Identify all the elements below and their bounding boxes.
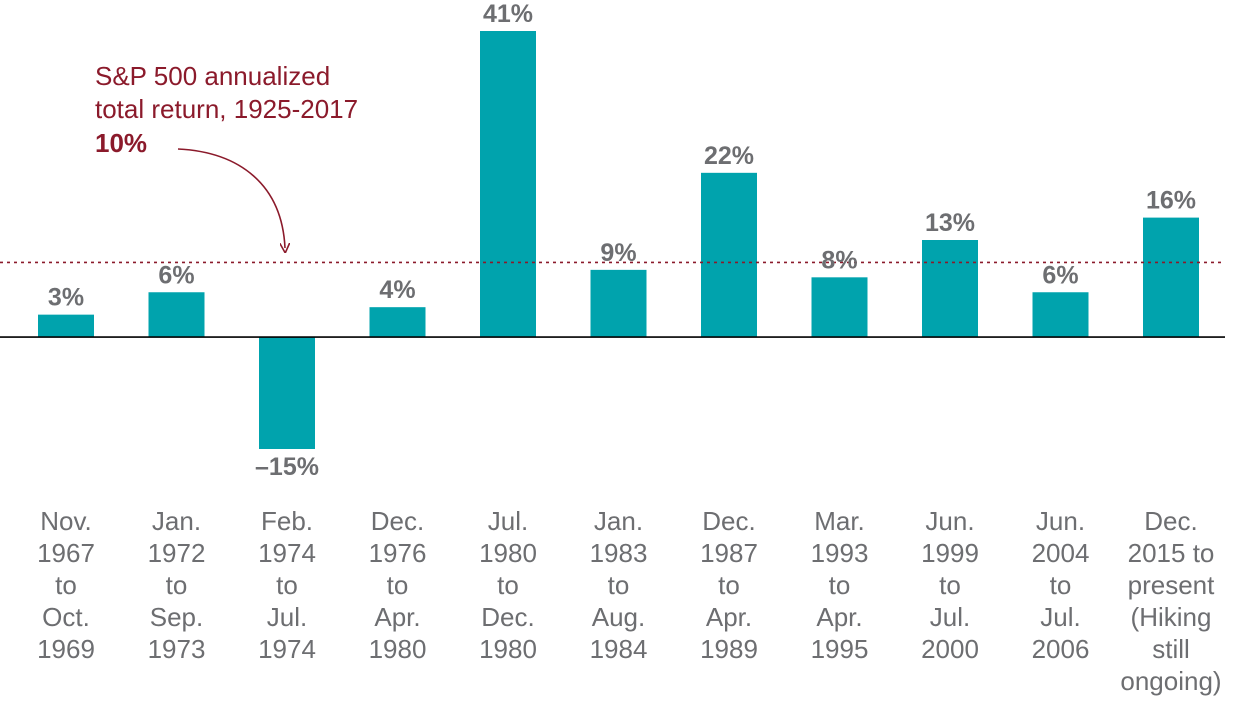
bar-value-label: 16% [1146,187,1196,215]
category-label-line: Oct. [42,602,90,632]
bar-value-label: 41% [483,0,533,28]
category-label-line: 1999 [921,538,979,568]
category-label-line: to [166,570,188,600]
category-label-line: 2004 [1032,538,1090,568]
bars-group [38,31,1199,449]
bar [1143,217,1199,338]
category-label-line: Apr. [374,602,420,632]
reference-label-line-2: total return, 1925-2017 [95,94,358,124]
bar-value-label: 6% [1042,261,1078,289]
bar [259,337,315,449]
category-label-line: Jul. [267,602,307,632]
reference-annotation: S&P 500 annualized total return, 1925-20… [95,61,358,248]
category-label-line: 2006 [1032,634,1090,664]
category-label-line: to [829,570,851,600]
category-label-line: Jun. [1036,506,1085,536]
bar-value-label: 6% [158,261,194,289]
category-label-line: 1983 [590,538,648,568]
category-label-line: 1980 [369,634,427,664]
category-label-line: to [718,570,740,600]
category-label-line: Jun. [925,506,974,536]
category-label-line: Feb. [261,506,313,536]
bar [922,240,978,338]
bar [148,292,205,338]
category-label-line: 1967 [37,538,95,568]
category-label-line: 1989 [700,634,758,664]
category-label-line: Dec. [1144,506,1197,536]
category-label-line: to [1050,570,1072,600]
category-label-line: present [1128,570,1215,600]
bar [369,307,426,338]
category-label-line: 1974 [258,634,316,664]
category-label-line: 1980 [479,634,537,664]
bar-value-label: 13% [925,209,975,237]
bar-value-label: 4% [379,276,415,304]
category-label-line: Apr. [816,602,862,632]
bar-value-label: 22% [704,142,754,170]
category-label-line: Aug. [592,602,646,632]
bar-value-label: –15% [255,453,319,481]
bar [811,277,868,338]
category-label-line: 2000 [921,634,979,664]
bar-value-label: 9% [600,239,636,267]
annotation-arrow [177,148,285,248]
category-label-line: 1980 [479,538,537,568]
category-label-line: still [1152,634,1190,664]
bar [701,172,757,338]
reference-label-line-1: S&P 500 annualized [95,61,330,91]
bar-value-label: 8% [821,246,857,274]
category-label-line: Jan. [152,506,201,536]
category-label-line: to [276,570,298,600]
category-label-line: 1995 [811,634,869,664]
category-label-line: 1974 [258,538,316,568]
category-label-line: to [387,570,409,600]
category-label-line: to [55,570,77,600]
category-label-line: 1969 [37,634,95,664]
category-label-line: to [939,570,961,600]
category-label-line: Jul. [1040,602,1080,632]
category-label-line: Sep. [150,602,204,632]
category-labels-group: Nov.1967toOct.1969Jan.1972toSep.1973Feb.… [37,506,1222,696]
category-label-line: 2015 to [1128,538,1215,568]
category-label-line: 1987 [700,538,758,568]
category-label-line: Jul. [930,602,970,632]
bar [590,269,647,338]
category-label-line: ongoing) [1120,666,1221,696]
category-label-line: Dec. [702,506,755,536]
bar-value-label: 3% [48,284,84,312]
category-label-line: 1973 [148,634,206,664]
category-label-line: Dec. [371,506,424,536]
category-label-line: to [497,570,519,600]
category-label-line: Dec. [481,602,534,632]
category-label-line: Apr. [706,602,752,632]
category-label-line: 1976 [369,538,427,568]
value-labels-group: 3% 6% –15% 4% 41% 9% 22% 8% 13% 6% 16% [48,0,1196,481]
category-label-line: (Hiking [1131,602,1212,632]
category-label-line: Jan. [594,506,643,536]
category-label-line: 1972 [148,538,206,568]
category-label-line: to [608,570,630,600]
category-label-line: 1984 [590,634,648,664]
bar [480,31,536,338]
category-label-line: Jul. [488,506,528,536]
category-label-line: Nov. [40,506,92,536]
reference-value-label: 10% [95,128,147,158]
bar [1032,292,1089,338]
category-label-line: 1993 [811,538,869,568]
bar [38,314,94,338]
category-label-line: Mar. [814,506,865,536]
